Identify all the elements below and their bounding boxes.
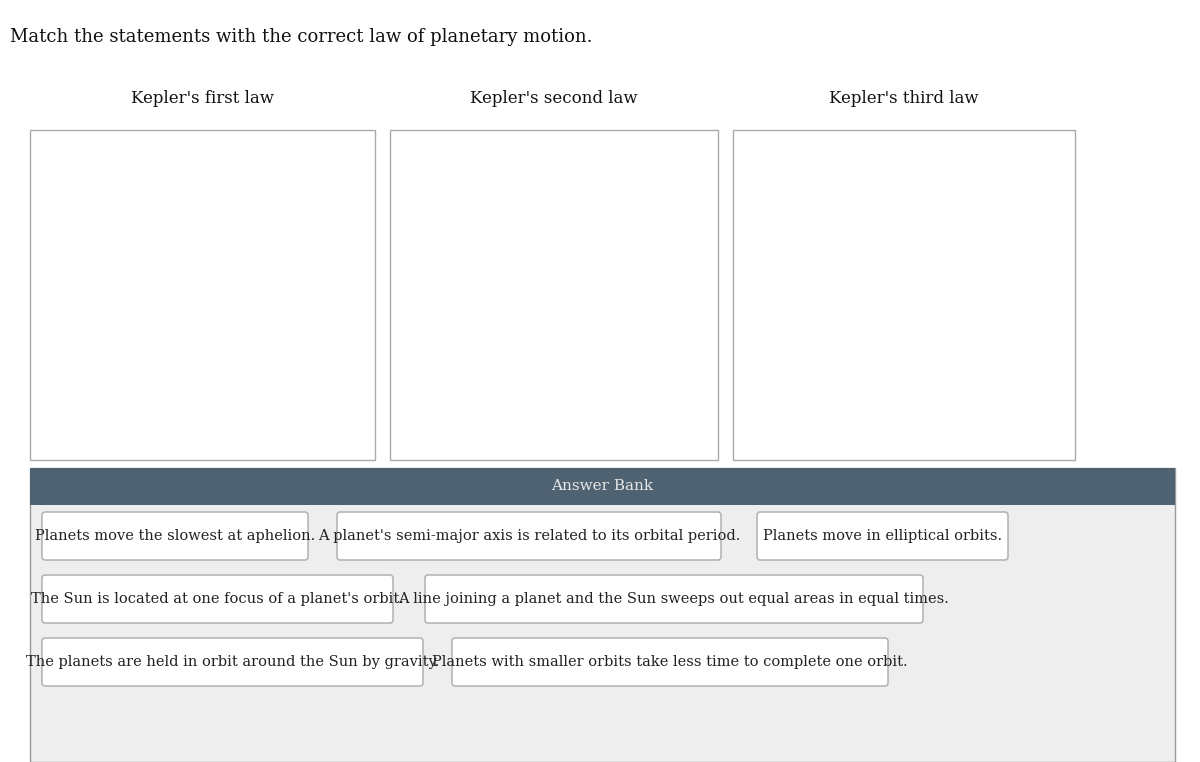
Text: Kepler's second law: Kepler's second law: [470, 90, 638, 107]
FancyBboxPatch shape: [733, 130, 1075, 460]
Text: Kepler's third law: Kepler's third law: [829, 90, 979, 107]
Text: A planet's semi-major axis is related to its orbital period.: A planet's semi-major axis is related to…: [318, 529, 740, 543]
FancyBboxPatch shape: [42, 638, 424, 686]
Text: Planets move in elliptical orbits.: Planets move in elliptical orbits.: [763, 529, 1002, 543]
FancyBboxPatch shape: [425, 575, 923, 623]
Text: A line joining a planet and the Sun sweeps out equal areas in equal times.: A line joining a planet and the Sun swee…: [398, 592, 949, 606]
FancyBboxPatch shape: [757, 512, 1008, 560]
Text: Planets with smaller orbits take less time to complete one orbit.: Planets with smaller orbits take less ti…: [432, 655, 908, 669]
FancyBboxPatch shape: [30, 468, 1175, 762]
FancyBboxPatch shape: [337, 512, 721, 560]
FancyBboxPatch shape: [42, 512, 308, 560]
Text: The Sun is located at one focus of a planet's orbit.: The Sun is located at one focus of a pla…: [31, 592, 404, 606]
Text: Answer Bank: Answer Bank: [552, 479, 654, 494]
Text: Match the statements with the correct law of planetary motion.: Match the statements with the correct la…: [10, 28, 593, 46]
Text: Planets move the slowest at aphelion.: Planets move the slowest at aphelion.: [35, 529, 316, 543]
FancyBboxPatch shape: [30, 468, 1175, 505]
FancyBboxPatch shape: [390, 130, 718, 460]
FancyBboxPatch shape: [42, 575, 394, 623]
Text: Kepler's first law: Kepler's first law: [131, 90, 274, 107]
FancyBboxPatch shape: [30, 130, 374, 460]
Text: The planets are held in orbit around the Sun by gravity.: The planets are held in orbit around the…: [26, 655, 439, 669]
FancyBboxPatch shape: [452, 638, 888, 686]
